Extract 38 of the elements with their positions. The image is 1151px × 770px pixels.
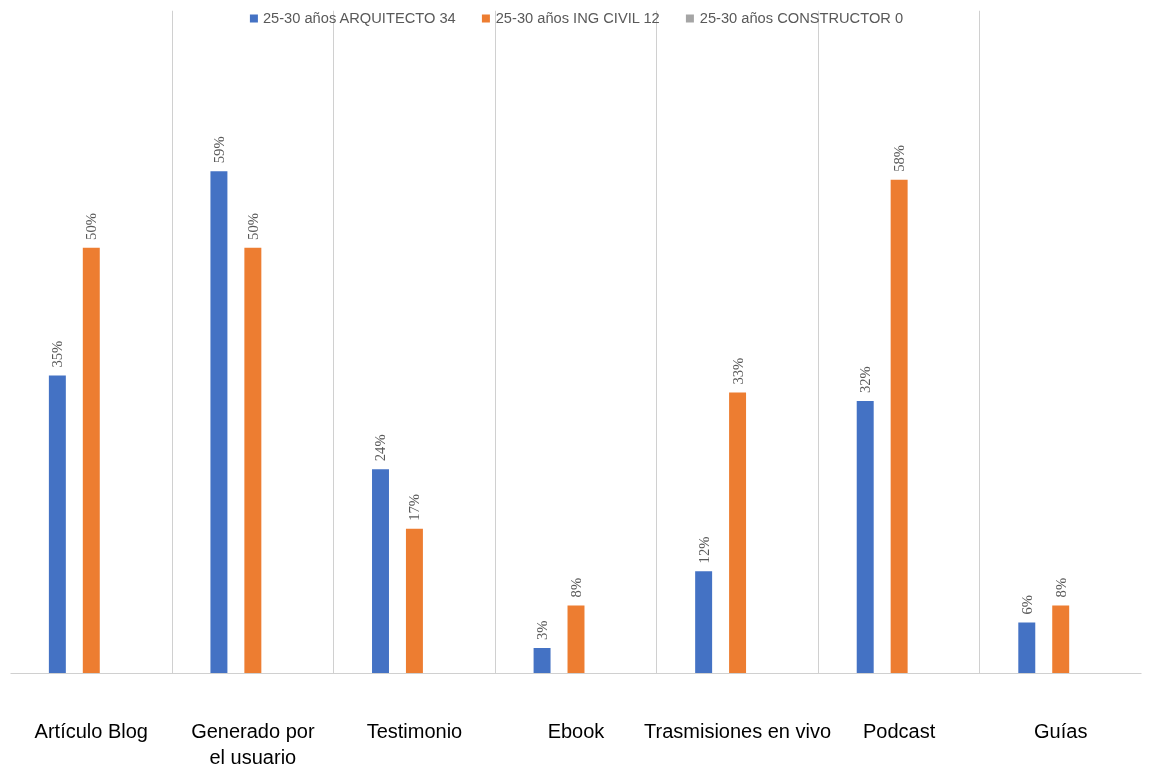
bar (1018, 622, 1036, 674)
data-label: 6% (1018, 594, 1035, 615)
data-label: 33% (729, 357, 746, 385)
data-label: 32% (857, 366, 874, 394)
x-tick-label: Artículo Blog (34, 719, 148, 742)
x-tick-label: Testimonio (366, 719, 463, 742)
bar (567, 605, 585, 674)
bar (82, 247, 100, 674)
x-tick-label: Generado por el usuario (191, 719, 315, 768)
bar (48, 375, 66, 674)
data-label: 17% (406, 493, 423, 521)
x-tick-label: Guías (1034, 719, 1088, 742)
data-label: 35% (49, 340, 66, 368)
bar (210, 171, 228, 674)
data-label: 3% (534, 620, 551, 640)
legend-label: 25-30 años ING CIVIL 12 (495, 10, 660, 26)
bar (372, 469, 389, 674)
data-label: 12% (695, 536, 712, 564)
x-tick-label: Podcast (863, 719, 936, 742)
bar (533, 647, 551, 674)
data-label: 8% (568, 577, 584, 598)
data-label: 8% (1052, 577, 1069, 598)
x-tick-label: Trasmisiones en vivo (644, 719, 832, 742)
data-label: 24% (372, 434, 389, 462)
legend-label: 25-30 años ARQUITECTO 34 (262, 10, 456, 26)
legend-label: 25-30 años CONSTRUCTOR 0 (699, 10, 904, 26)
bar (729, 392, 747, 674)
x-tick-label: Ebook (547, 719, 606, 742)
bar (405, 528, 423, 674)
bar (244, 247, 262, 674)
bar (695, 571, 713, 674)
bar (890, 179, 908, 674)
bar (856, 401, 874, 674)
data-label: 50% (244, 213, 261, 240)
data-label: 59% (210, 136, 227, 164)
data-label: 58% (891, 144, 908, 172)
data-label: 50% (83, 213, 100, 240)
bar (1052, 605, 1070, 674)
